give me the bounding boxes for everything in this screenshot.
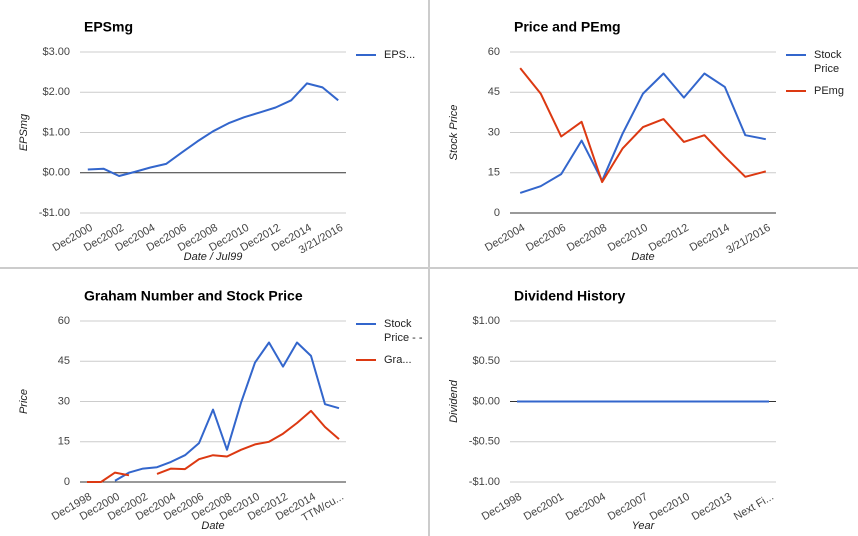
legend: Stock Price - - Gra... bbox=[356, 317, 426, 375]
y-tick-label: -$1.00 bbox=[469, 476, 500, 488]
legend: Stock Price PEmg bbox=[786, 48, 856, 106]
legend-label: EPS... bbox=[384, 49, 416, 61]
y-axis-title: Stock Price bbox=[448, 105, 460, 161]
legend-label: Gra... bbox=[384, 354, 412, 366]
x-tick-label: Dec2013 bbox=[690, 491, 734, 523]
legend-item: PEmg bbox=[786, 84, 856, 98]
legend-label: Stock Price bbox=[814, 49, 842, 75]
x-tick-label: 3/21/2016 bbox=[724, 222, 772, 257]
y-tick-label: 45 bbox=[58, 355, 70, 367]
y-tick-label: 15 bbox=[58, 436, 70, 448]
x-tick-label: Dec2004 bbox=[564, 491, 608, 523]
series-line bbox=[87, 409, 340, 483]
y-tick-label: $1.00 bbox=[42, 126, 70, 138]
x-axis-title: Date bbox=[201, 520, 224, 532]
legend-swatch bbox=[786, 54, 806, 56]
legend-item: Gra... bbox=[356, 353, 426, 367]
chart-panel: Price and PEmg Stock Price Date 60 45 30 15 0 De… bbox=[430, 0, 858, 267]
chart: Price and PEmg Stock Price Date 60 45 30 15 0 De… bbox=[448, 19, 776, 263]
y-tick-label: 30 bbox=[488, 126, 500, 138]
x-tick-label: Dec2007 bbox=[606, 491, 650, 523]
y-axis-title: Price bbox=[18, 389, 30, 414]
legend-item: EPS... bbox=[356, 48, 426, 62]
y-axis-title: Dividend bbox=[448, 379, 460, 423]
y-tick-label: -$1.00 bbox=[39, 207, 70, 219]
y-tick-label: 60 bbox=[488, 46, 500, 58]
x-tick-label: Dec2010 bbox=[648, 491, 692, 523]
x-tick-label: Dec2004 bbox=[483, 222, 527, 254]
legend-swatch bbox=[356, 359, 376, 361]
series-line bbox=[519, 72, 766, 194]
x-axis-title: Date / Jul99 bbox=[184, 251, 243, 263]
legend-label: PEmg bbox=[814, 85, 844, 97]
y-tick-label: 0 bbox=[494, 207, 500, 219]
series-line bbox=[87, 82, 339, 177]
y-tick-label: 60 bbox=[58, 315, 70, 327]
chart: Graham Number and Stock Price Price Date 60… bbox=[18, 288, 346, 532]
chart-panel: Graham Number and Stock Price Price Date 60… bbox=[0, 269, 428, 536]
y-tick-label: 45 bbox=[488, 86, 500, 98]
y-tick-label: 30 bbox=[58, 395, 70, 407]
chart: Dividend History Dividend Year $1.00 $0.50 $0… bbox=[448, 288, 776, 532]
y-tick-label: $2.00 bbox=[42, 86, 70, 98]
y-tick-label: $0.50 bbox=[472, 355, 500, 367]
chart-panel: EPSmg EPSmg Date / Jul99 $3.00 $2.00 $1.00 $0.… bbox=[0, 0, 428, 267]
y-tick-label: $0.00 bbox=[42, 167, 70, 179]
legend-swatch bbox=[356, 323, 376, 325]
y-tick-label: 15 bbox=[488, 167, 500, 179]
x-tick-label: Dec2008 bbox=[565, 222, 609, 254]
legend-swatch bbox=[786, 90, 806, 92]
chart-panel: Dividend History Dividend Year $1.00 $0.50 $0… bbox=[430, 269, 858, 536]
y-tick-label: -$0.50 bbox=[469, 436, 500, 448]
x-tick-label: Dec2010 bbox=[606, 222, 650, 254]
x-tick-label: Dec2001 bbox=[522, 491, 566, 523]
x-tick-label: Next Fi... bbox=[732, 491, 776, 523]
x-tick-label: Dec2012 bbox=[647, 222, 691, 254]
chart-title: Dividend History bbox=[514, 288, 625, 304]
chart-title: Price and PEmg bbox=[514, 19, 621, 35]
chart: EPSmg EPSmg Date / Jul99 $3.00 $2.00 $1.00 $0.… bbox=[18, 19, 346, 263]
y-tick-label: $1.00 bbox=[472, 315, 500, 327]
series-line bbox=[519, 67, 767, 184]
x-axis-title: Date bbox=[631, 251, 654, 263]
y-tick-label: 0 bbox=[64, 476, 70, 488]
x-tick-label: Dec1998 bbox=[480, 491, 524, 523]
legend-label: Stock Price - - bbox=[384, 318, 423, 344]
chart-title: EPSmg bbox=[84, 19, 133, 35]
series-line bbox=[114, 341, 340, 482]
legend: EPS... bbox=[356, 48, 426, 70]
legend-swatch bbox=[356, 54, 376, 56]
y-tick-label: $0.00 bbox=[472, 395, 500, 407]
x-tick-label: Dec2006 bbox=[524, 222, 568, 254]
legend-item: Stock Price bbox=[786, 48, 856, 76]
chart-title: Graham Number and Stock Price bbox=[84, 288, 303, 304]
legend-item: Stock Price - - bbox=[356, 317, 426, 345]
y-tick-label: $3.00 bbox=[42, 46, 70, 58]
y-axis-title: EPSmg bbox=[18, 113, 30, 151]
x-axis-title: Year bbox=[632, 520, 656, 532]
